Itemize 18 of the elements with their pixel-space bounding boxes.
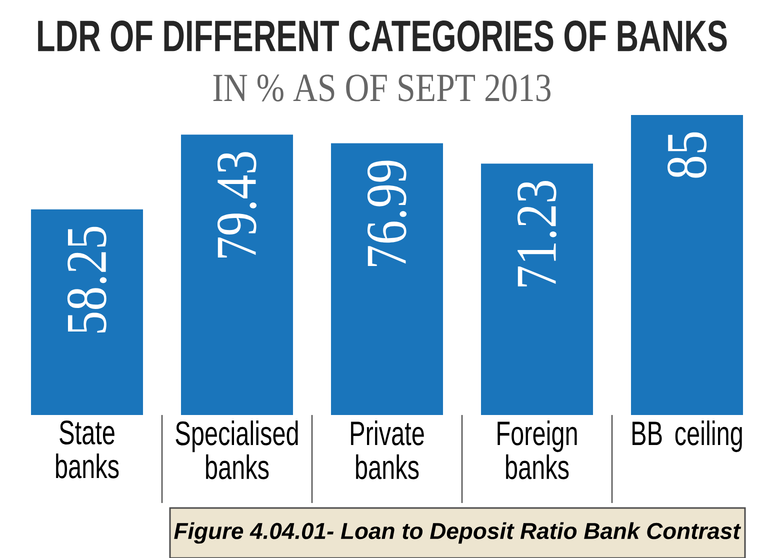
bar <box>331 143 444 415</box>
data-label: 85 <box>668 132 706 178</box>
bar <box>631 114 744 415</box>
data-label: 71.23 <box>517 181 557 286</box>
x-tick-label: Foreign banks <box>498 420 577 480</box>
bar <box>181 134 294 415</box>
x-tick-label: Private banks <box>351 420 424 480</box>
data-label: 76.99 <box>367 160 407 266</box>
bar <box>481 164 594 415</box>
x-tick-label: State banks <box>56 420 119 478</box>
x-tick-label: Specialised banks <box>176 420 298 480</box>
chart-title: LDR OF DIFFERENT CATEGORIES OF BANKS <box>38 20 727 52</box>
data-label: 58.25 <box>67 226 107 333</box>
chart-subtitle: IN % AS OF SEPT 2013 <box>213 74 550 102</box>
caption: Figure 4.04.01- Loan to Deposit Ratio Bank Contrast <box>174 522 742 544</box>
x-tick-label: BB ceiling <box>632 420 742 452</box>
data-label: 79.43 <box>217 152 257 258</box>
bar <box>31 209 144 415</box>
